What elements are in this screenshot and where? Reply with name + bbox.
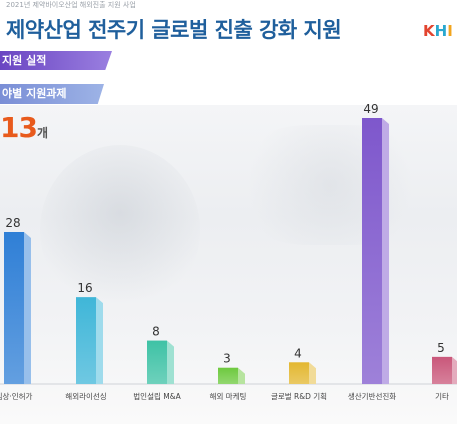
bar-side-0 — [24, 232, 31, 384]
bar-side-5 — [382, 118, 389, 384]
section-ribbon-by-field: 야별 지원과제 — [0, 84, 104, 104]
bar-side-3 — [238, 367, 245, 384]
data-label-2: 8 — [152, 325, 160, 339]
bar-side-6 — [452, 356, 457, 384]
category-label-5: 생산기반선진화 — [348, 391, 396, 401]
data-label-0: 28 — [5, 216, 20, 230]
data-label-4: 4 — [294, 346, 302, 360]
category-label-0: 임상·인허가 — [0, 391, 33, 401]
bar-1 — [76, 297, 96, 384]
logo-letter-h: H — [434, 22, 448, 40]
page-title: 제약산업 전주기 글로벌 진출 강화 지원 — [6, 18, 342, 42]
logo-letter-i: I — [447, 22, 453, 40]
data-label-3: 3 — [223, 352, 231, 366]
total-count-value: 13 — [0, 111, 38, 144]
total-count: 13개 — [0, 111, 48, 144]
category-label-2: 법인설립 M&A — [133, 391, 181, 401]
khidi-logo: KHI — [423, 22, 453, 40]
total-count-unit: 개 — [36, 126, 49, 140]
data-label-6: 5 — [437, 341, 445, 355]
bar-side-1 — [96, 297, 103, 384]
bar-5 — [362, 118, 382, 384]
bar-2 — [147, 340, 167, 384]
section-ribbon-results: 지원 실적 — [0, 51, 112, 70]
bar-6 — [432, 356, 452, 384]
bar-side-4 — [309, 362, 316, 384]
data-label-5: 49 — [363, 102, 378, 116]
data-label-1: 16 — [77, 281, 92, 295]
bar-0 — [4, 232, 24, 384]
microscope-shape — [40, 145, 200, 315]
logo-letter-k: K — [423, 22, 435, 40]
category-label-6: 기타 — [435, 392, 449, 401]
lab-equipment-shape — [230, 125, 430, 245]
program-supertitle: 2021년 제약바이오산업 해외진출 지원 사업 — [6, 1, 136, 9]
bars-group: 28 임상·인허가 16 해외라이선싱 8 법인설립 M&A 3 해외 마케팅 4 글로벌 R&D… — [0, 102, 457, 401]
category-label-3: 해외 마케팅 — [210, 391, 247, 401]
category-label-1: 해외라이선싱 — [65, 391, 106, 401]
bar-side-2 — [167, 340, 174, 384]
category-label-4: 글로벌 R&D 기획 — [271, 391, 327, 401]
bar-4 — [289, 362, 309, 384]
bar-3 — [218, 367, 238, 384]
